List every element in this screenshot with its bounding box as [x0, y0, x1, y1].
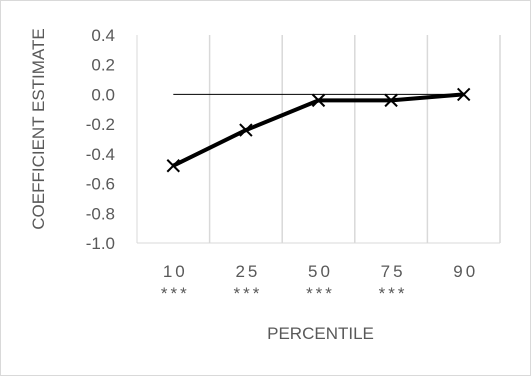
significance-labels: *** *** *** *** [161, 284, 408, 303]
x-tick-label: 90 [453, 262, 478, 281]
data-point-marker [456, 87, 471, 102]
significance-label: *** [161, 284, 190, 303]
series-line [172, 92, 464, 168]
y-tick-label: -0.2 [86, 115, 115, 134]
y-tick-label: -0.6 [86, 175, 115, 194]
x-tick-label: 10 [163, 262, 188, 281]
significance-label: *** [379, 284, 408, 303]
x-tick-label: 25 [235, 262, 260, 281]
data-point-marker [239, 123, 253, 137]
y-tick-label: -0.8 [86, 204, 115, 223]
significance-label: *** [233, 284, 262, 303]
x-tick-labels: 10 25 50 75 90 [163, 262, 478, 281]
y-tick-label: -0.4 [86, 145, 115, 164]
y-axis-title: COEFFICIENT ESTIMATE [29, 28, 48, 230]
data-point-marker [384, 93, 398, 108]
y-tick-label: 0.4 [91, 26, 115, 45]
y-tick-label: 0.2 [91, 56, 115, 75]
x-axis-title: PERCENTILE [267, 324, 374, 343]
data-point-marker [311, 93, 326, 108]
x-tick-label: 50 [308, 262, 333, 281]
data-point-marker [166, 159, 181, 173]
y-tick-label: -1.0 [86, 234, 115, 253]
data-point-markers [166, 87, 471, 173]
y-tick-label: 0.0 [91, 85, 115, 104]
y-tick-labels: 0.4 0.2 0.0 -0.2 -0.4 -0.6 -0.8 -1.0 [86, 26, 115, 253]
grid-lines [208, 35, 501, 243]
significance-label: *** [306, 284, 335, 303]
x-tick-label: 75 [381, 262, 406, 281]
